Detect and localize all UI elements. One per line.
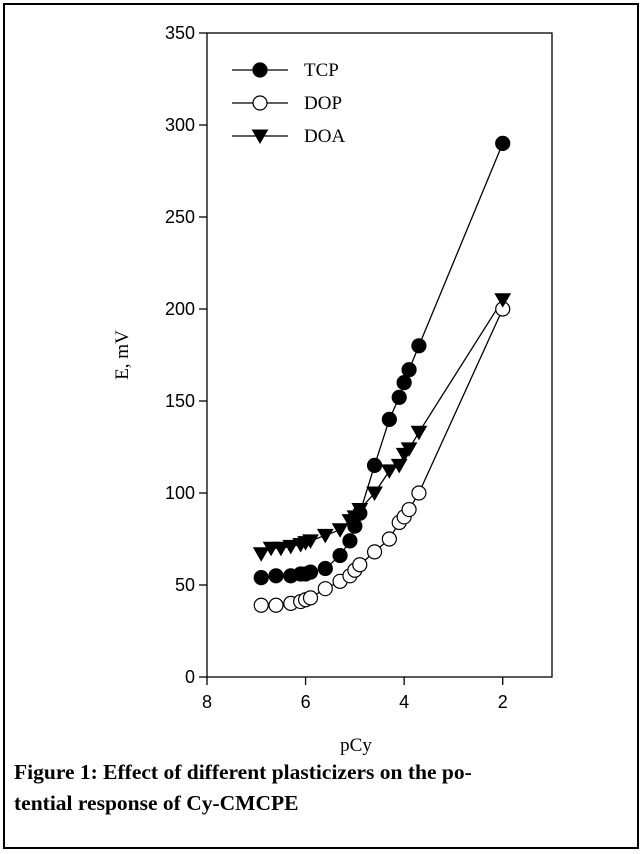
data-point-doa <box>331 523 349 538</box>
data-point-tcp <box>495 135 511 151</box>
data-point-dop <box>268 597 284 613</box>
x-tick-label: 4 <box>399 692 409 712</box>
legend-marker-doa <box>251 129 269 145</box>
data-point-tcp <box>411 338 427 354</box>
data-point-tcp <box>268 568 284 584</box>
legend-label-doa: DOA <box>304 126 345 147</box>
data-point-doa <box>252 547 270 562</box>
data-point-dop <box>381 531 397 547</box>
data-point-tcp <box>391 389 407 405</box>
figure-frame <box>3 3 639 849</box>
data-point-doa <box>272 541 290 557</box>
y-tick-label: 350 <box>165 23 195 43</box>
data-point-dop <box>411 485 427 501</box>
data-point-doa <box>400 442 418 457</box>
data-point-tcp <box>342 533 358 549</box>
data-point-doa <box>351 503 369 518</box>
data-point-dop <box>302 590 319 606</box>
data-point-tcp <box>401 362 417 378</box>
legend-marker-dop <box>252 95 268 111</box>
legend-label-tcp: TCP <box>304 60 339 81</box>
figure-caption: Figure 1: Effect of different plasticize… <box>14 757 630 819</box>
x-tick-label: 8 <box>202 692 212 712</box>
data-point-doa <box>282 539 300 555</box>
data-point-doa <box>494 293 512 308</box>
x-axis-label: pCy <box>340 735 372 756</box>
data-point-tcp <box>396 375 412 391</box>
y-tick-label: 250 <box>165 207 195 227</box>
data-point-dop <box>352 557 368 573</box>
plot-area <box>206 32 553 678</box>
y-tick-label: 0 <box>185 667 195 687</box>
data-point-doa <box>366 486 383 502</box>
data-point-doa <box>302 534 319 549</box>
caption-line-2: tential response of Cy-CMCPE <box>14 791 299 815</box>
caption-line-1: Figure 1: Effect of different plasticize… <box>14 760 472 784</box>
y-axis-label: E, mV <box>112 330 133 380</box>
data-point-tcp <box>317 560 333 577</box>
data-point-tcp <box>381 411 397 427</box>
data-point-tcp <box>366 457 383 473</box>
y-tick-label: 150 <box>165 391 195 411</box>
x-tick-label: 2 <box>498 692 508 712</box>
legend-label-dop: DOP <box>304 93 342 114</box>
series-line-doa <box>260 299 504 555</box>
data-point-doa <box>410 425 428 441</box>
data-point-dop <box>253 597 269 613</box>
x-tick-label: 6 <box>301 692 311 712</box>
y-tick-label: 300 <box>165 115 195 135</box>
data-point-tcp <box>302 564 319 580</box>
series-line-dop <box>261 308 504 606</box>
chart: 0 50 100 150 200 250 300 350 8 6 4 2 TCP DOP DOA pCy E… <box>112 23 553 756</box>
y-tick-label: 50 <box>175 575 195 595</box>
legend-marker-tcp <box>252 62 268 78</box>
data-point-dop <box>366 544 383 560</box>
data-point-doa <box>390 458 408 474</box>
y-tick-label: 200 <box>165 299 195 319</box>
data-point-doa <box>380 464 398 479</box>
series-line-tcp <box>261 143 504 579</box>
data-point-dop <box>317 581 333 597</box>
y-tick-label: 100 <box>165 483 195 503</box>
data-point-tcp <box>253 570 269 586</box>
data-point-dop <box>401 501 417 518</box>
data-point-tcp <box>332 547 348 564</box>
data-point-doa <box>316 528 334 544</box>
